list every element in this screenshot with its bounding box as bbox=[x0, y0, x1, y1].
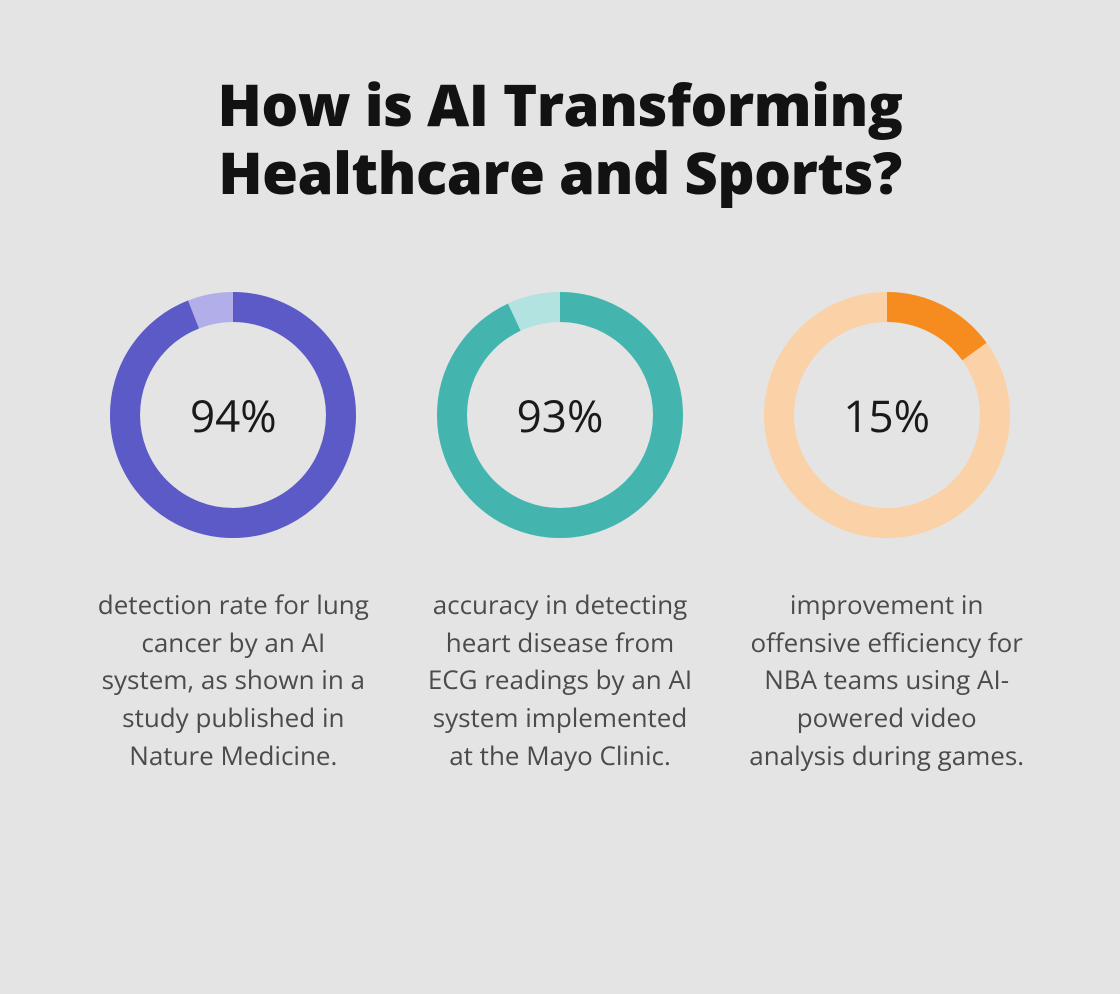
donut-chart: 93% bbox=[437, 292, 683, 538]
donut-percent-label: 94% bbox=[110, 292, 356, 538]
stat-caption: accuracy in detecting heart disease from… bbox=[420, 586, 700, 774]
stat-caption: detection rate for lung cancer by an AI … bbox=[93, 586, 373, 774]
stats-row: 94% detection rate for lung cancer by an … bbox=[80, 292, 1040, 774]
stat-item-1: 93% accuracy in detecting heart disease f… bbox=[417, 292, 704, 774]
donut-percent-label: 93% bbox=[437, 292, 683, 538]
stat-item-0: 94% detection rate for lung cancer by an … bbox=[90, 292, 377, 774]
infographic-container: How is AI Transforming Healthcare and Sp… bbox=[0, 0, 1120, 994]
page-title: How is AI Transforming Healthcare and Sp… bbox=[80, 70, 1040, 207]
donut-percent-label: 15% bbox=[764, 292, 1010, 538]
stat-caption: improvement in offensive efficiency for … bbox=[747, 586, 1027, 774]
donut-chart: 94% bbox=[110, 292, 356, 538]
donut-chart: 15% bbox=[764, 292, 1010, 538]
stat-item-2: 15% improvement in offensive efficiency f… bbox=[743, 292, 1030, 774]
